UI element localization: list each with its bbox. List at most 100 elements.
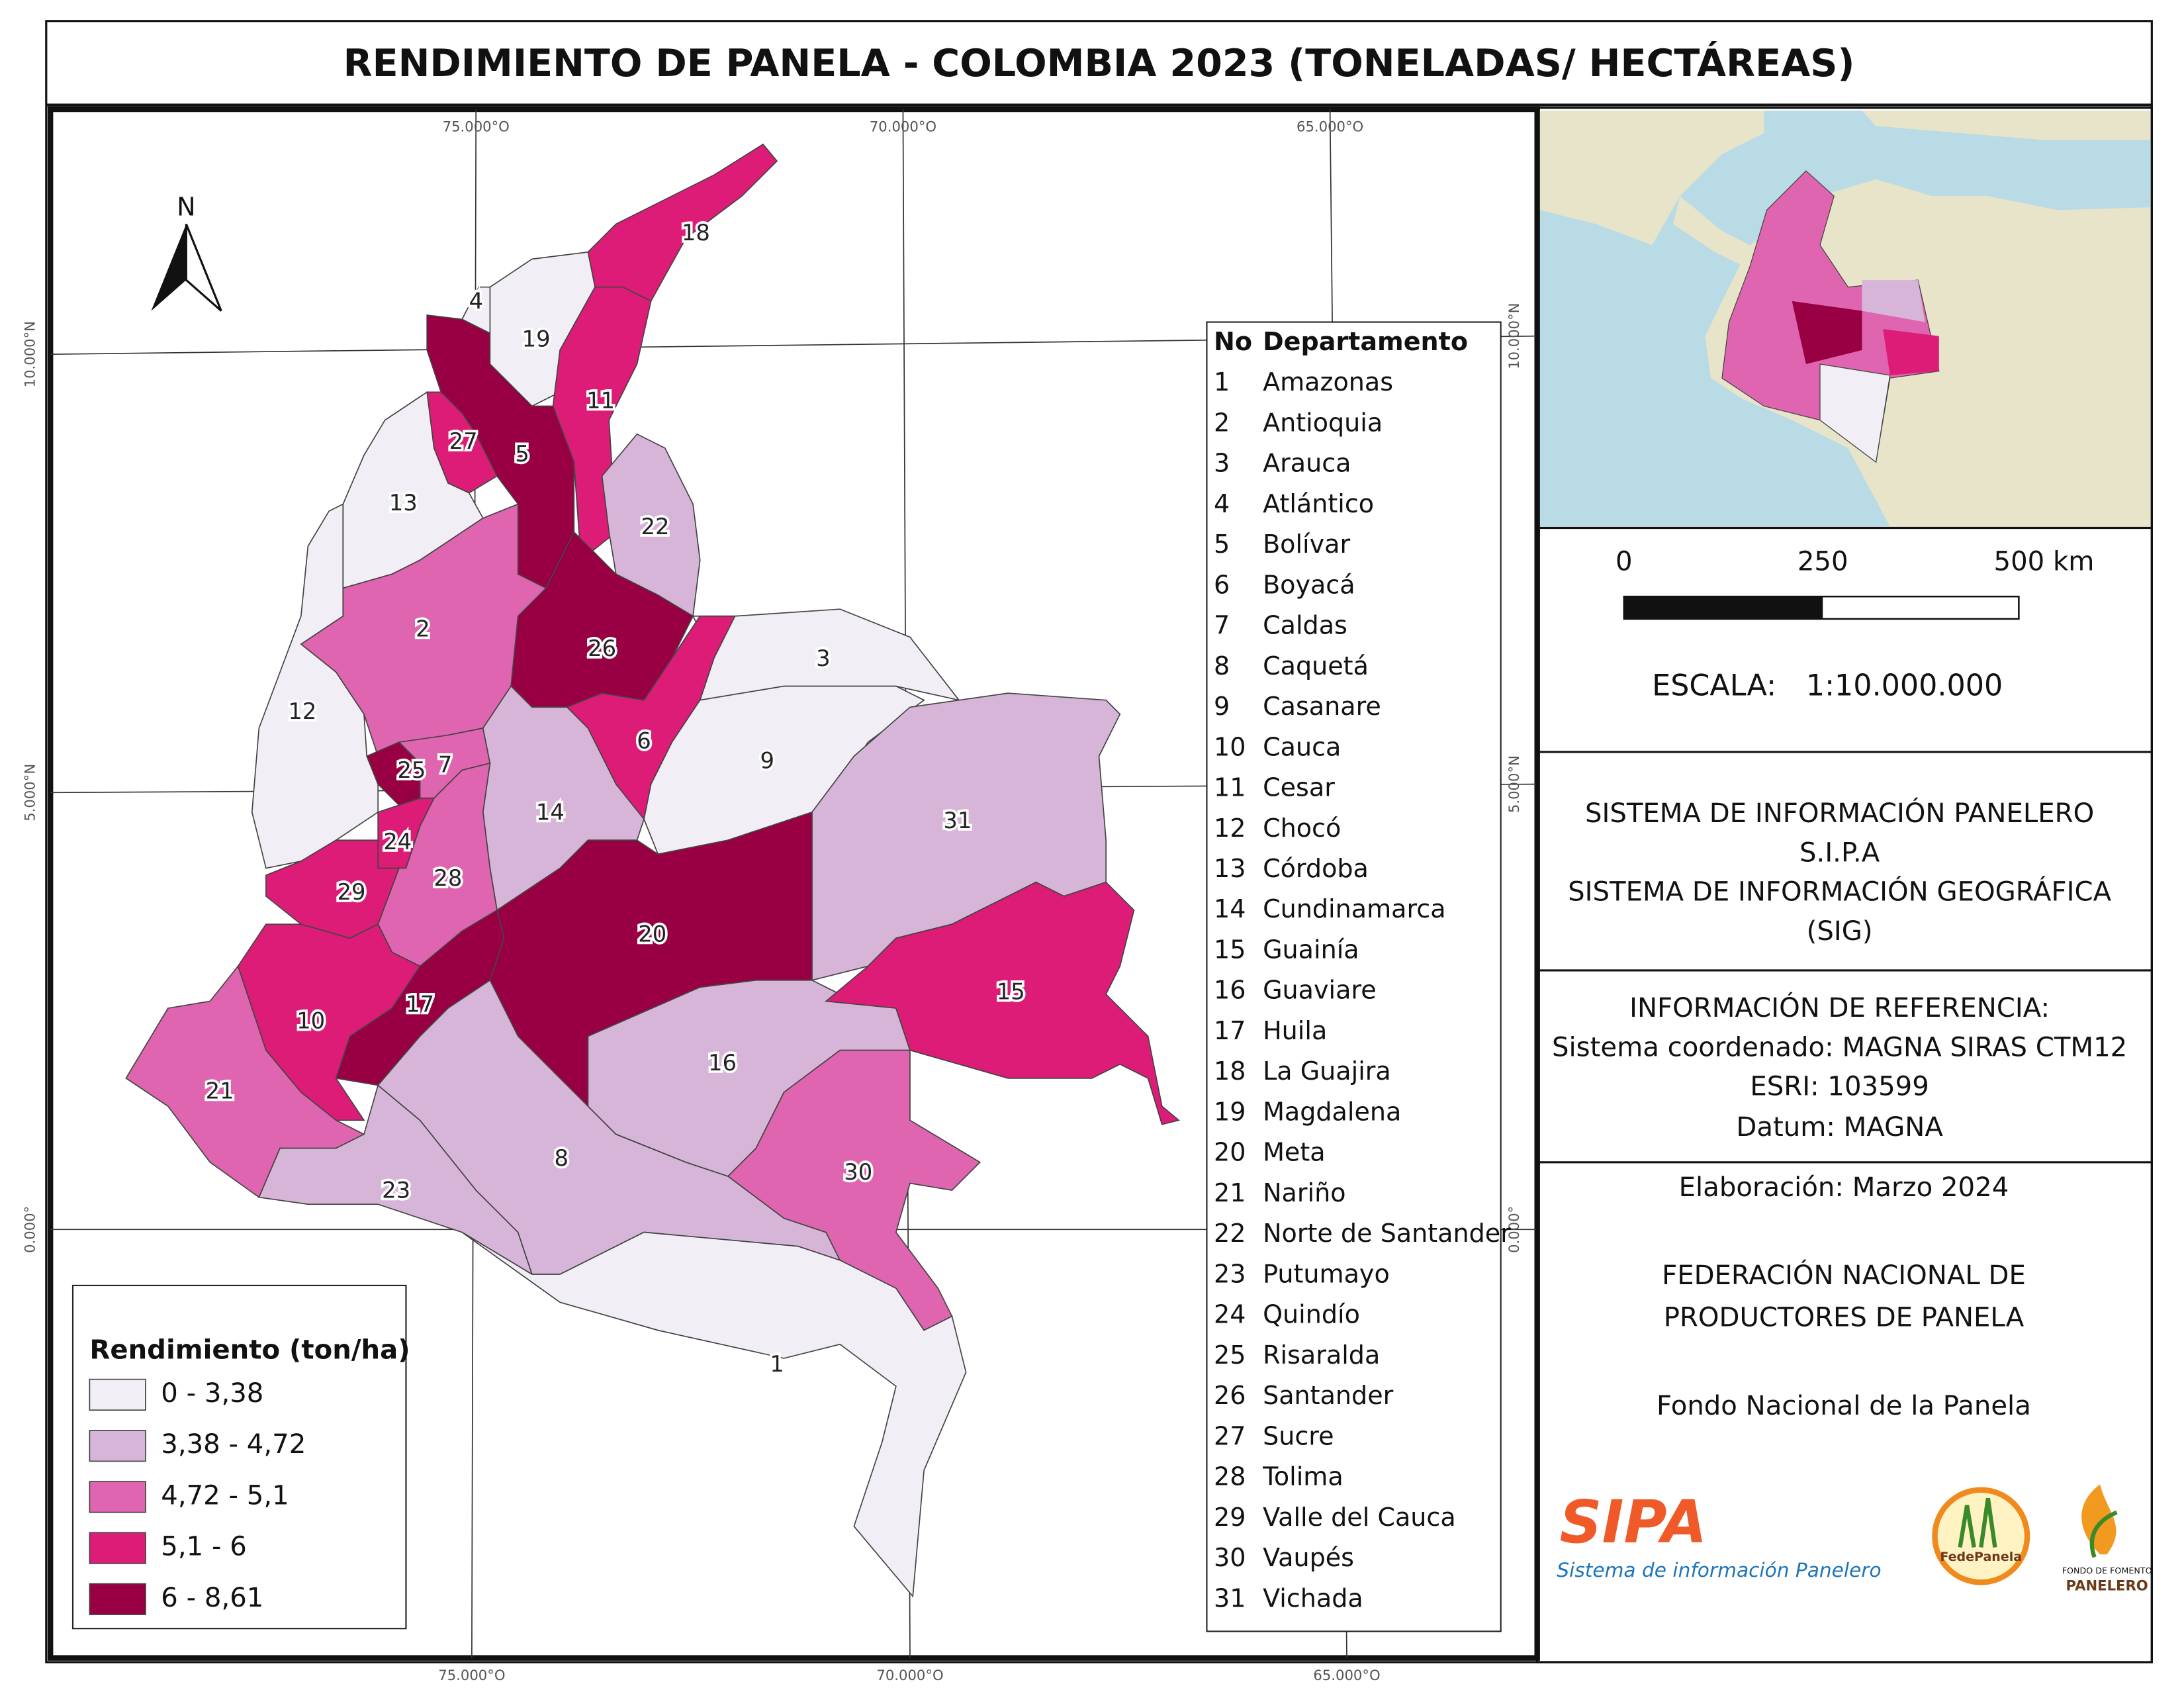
list-header-name: Departamento [1263,327,1468,356]
list-name: Putumayo [1263,1259,1390,1288]
fund: Fondo Nacional de la Panela [1657,1391,2031,1421]
list-no: 12 [1214,814,1246,843]
list-no: 26 [1214,1381,1246,1410]
map-label: 23 [382,1178,410,1203]
lat-label: 5.000°N [22,764,38,821]
inset-colombia-detail [1792,301,1862,365]
list-name: Arauca [1263,449,1351,478]
federation: FEDERACIÓN NACIONAL DE [1662,1259,2026,1291]
info-line: (SIG) [1807,916,1873,947]
north-arrow: N [151,193,222,312]
list-name: Guainía [1263,935,1359,964]
scale-tick: 250 [1797,546,1848,577]
legend-swatch [89,1430,146,1462]
map-label: 13 [389,490,418,516]
map-label: 19 [522,326,551,352]
map-label: 15 [997,978,1025,1004]
info-line: INFORMACIÓN DE REFERENCIA: [1629,992,2050,1023]
legend-label: 5,1 - 6 [161,1532,247,1562]
date: Elaboración: Marzo 2024 [1679,1172,2009,1203]
list-name: Risaralda [1263,1340,1380,1370]
map-label: 31 [943,808,972,833]
fondo-text: PANELERO [2066,1577,2148,1594]
list-no: 20 [1214,1138,1246,1167]
list-no: 9 [1214,692,1230,721]
list-name: Bolívar [1263,530,1350,559]
title: RENDIMIENTO DE PANELA - COLOMBIA 2023 (T… [343,40,1855,85]
map-label: 8 [555,1145,569,1171]
inset-colombia-detail [1819,363,1891,463]
scale-value: 1:10.000.000 [1806,669,2003,703]
department-area [727,1049,981,1331]
map-label: 10 [296,1008,325,1034]
list-name: Guaviare [1263,976,1377,1005]
list-name: Cauca [1263,732,1341,761]
list-no: 18 [1214,1056,1246,1086]
map-label: 3 [816,645,831,671]
list-no: 17 [1214,1016,1246,1045]
inset-central-america [1539,111,1764,246]
list-name: Boyacá [1263,570,1355,599]
inset-panama [1672,196,1751,266]
lon-label: 70.000°O [876,1667,943,1683]
list-no: 7 [1214,611,1230,640]
list-no: 30 [1214,1543,1246,1572]
map-label: 25 [397,757,426,783]
map-label: 28 [433,865,462,891]
department-list-box [1206,321,1502,1632]
info-line: Sistema coordenado: MAGNA SIRAS CTM12 [1552,1032,2127,1062]
list-no: 24 [1214,1300,1246,1329]
list-no: 22 [1214,1219,1246,1248]
lat-label: 0.000° [22,1206,38,1253]
map-label: 20 [638,921,666,947]
list-no: 27 [1214,1421,1246,1450]
map-label: 18 [682,220,710,246]
department-area [265,839,400,939]
list-no: 28 [1214,1462,1246,1491]
lat-label: 10.000°N [22,321,38,387]
list-name: Vichada [1263,1583,1363,1613]
sipa-logo: SIPA [1560,1488,1707,1556]
scale-tick: 500 km [1994,546,2095,577]
legend-label: 4,72 - 5,1 [161,1480,289,1511]
department-area [461,1231,967,1598]
side-panel [1536,107,2153,1664]
list-no: 23 [1214,1259,1246,1288]
list-name: Huila [1263,1016,1327,1045]
list-no: 3 [1214,449,1230,478]
info-line: SISTEMA DE INFORMACIÓN GEOGRÁFICA [1568,876,2111,908]
legend-swatch [89,1481,146,1513]
list-no: 6 [1214,570,1230,599]
fondo-text: FONDO DE FOMENTO [2062,1566,2152,1575]
list-name: Antioquia [1263,408,1383,437]
list-name: Vaupés [1263,1543,1354,1572]
list-name: Norte de Santander [1263,1219,1511,1248]
list-name: Santander [1263,1381,1394,1410]
list-name: Casanare [1263,692,1381,721]
north-arrow-right [185,223,222,312]
map-label: 26 [588,635,616,661]
inset-colombia-detail [1862,280,1925,322]
list-name: Meta [1263,1138,1326,1167]
legend-swatch [89,1583,146,1615]
map-label: 30 [844,1159,872,1185]
list-name: Amazonas [1263,367,1393,397]
inset-caribbean-land [1862,111,2151,140]
list-header-no: No [1214,327,1252,356]
sipa-subtitle: Sistema de información Panelero [1557,1559,1881,1581]
list-name: Cundinamarca [1263,894,1445,923]
list-no: 19 [1214,1097,1246,1126]
info-line: S.I.P.A [1799,837,1880,868]
map-label: 6 [637,728,651,754]
list-no: 21 [1214,1178,1246,1207]
list-name: Cesar [1263,773,1335,802]
map-label: 5 [515,441,529,467]
map-label: 27 [449,428,478,454]
list-no: 29 [1214,1503,1246,1532]
map-label: 21 [206,1078,234,1104]
list-name: Sucre [1263,1421,1334,1450]
lon-label: 75.000°O [443,118,510,135]
list-name: Caldas [1263,611,1347,640]
map-label: 9 [760,747,774,773]
